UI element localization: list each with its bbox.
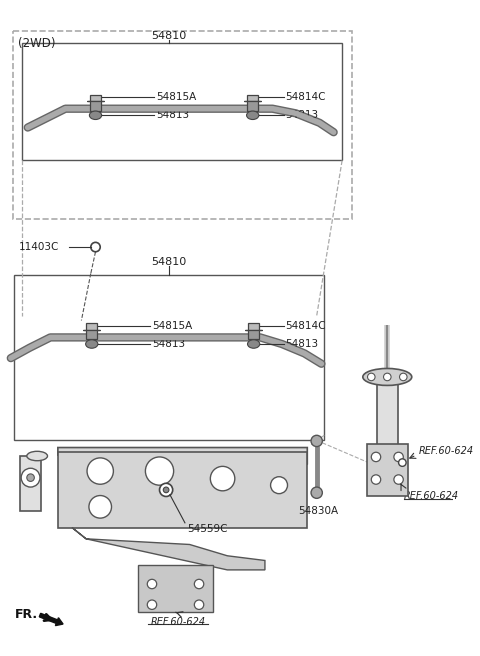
Polygon shape	[247, 101, 258, 111]
Ellipse shape	[27, 451, 48, 461]
Circle shape	[311, 487, 323, 499]
Text: 54814C: 54814C	[286, 92, 326, 102]
Text: 54815A: 54815A	[156, 92, 196, 102]
Text: FR.: FR.	[14, 607, 38, 621]
Bar	[20, 456, 41, 510]
Text: 54813: 54813	[286, 339, 319, 349]
FancyArrow shape	[39, 613, 63, 626]
Text: 54813: 54813	[286, 110, 319, 120]
Circle shape	[89, 495, 111, 518]
Text: 54810: 54810	[151, 257, 187, 267]
Bar	[377, 384, 397, 449]
Polygon shape	[244, 94, 261, 101]
Text: REF.60-624: REF.60-624	[151, 617, 206, 627]
Ellipse shape	[248, 340, 260, 348]
Bar	[12, 31, 351, 219]
Ellipse shape	[89, 111, 102, 119]
Circle shape	[87, 458, 113, 484]
Circle shape	[384, 373, 391, 380]
Circle shape	[27, 474, 35, 482]
Circle shape	[194, 579, 204, 588]
Text: 54814C: 54814C	[286, 321, 326, 331]
Text: REF.60-624: REF.60-624	[404, 491, 459, 501]
Text: 54559C: 54559C	[187, 523, 228, 534]
Circle shape	[21, 468, 40, 487]
Ellipse shape	[363, 369, 412, 386]
Circle shape	[159, 483, 173, 497]
Bar	[58, 452, 307, 527]
Circle shape	[194, 600, 204, 609]
Circle shape	[91, 242, 100, 252]
Text: 54810: 54810	[151, 31, 187, 41]
Circle shape	[210, 466, 235, 491]
Text: 11403C: 11403C	[18, 242, 59, 252]
Polygon shape	[83, 323, 100, 330]
Polygon shape	[58, 447, 307, 464]
Polygon shape	[87, 94, 104, 101]
Circle shape	[372, 475, 381, 484]
Circle shape	[145, 457, 174, 485]
Ellipse shape	[247, 111, 259, 119]
Polygon shape	[90, 101, 101, 111]
Circle shape	[399, 373, 407, 380]
Text: 54830A: 54830A	[299, 506, 339, 516]
Polygon shape	[245, 323, 262, 330]
Circle shape	[311, 436, 323, 447]
Bar	[367, 443, 408, 495]
Text: 54815A: 54815A	[152, 321, 192, 331]
Circle shape	[394, 452, 403, 462]
Circle shape	[368, 373, 375, 380]
Text: (2WD): (2WD)	[18, 37, 56, 51]
Text: 54813: 54813	[152, 339, 185, 349]
Polygon shape	[86, 330, 97, 339]
Polygon shape	[72, 527, 265, 570]
Circle shape	[147, 579, 156, 588]
Bar	[22, 43, 342, 161]
Circle shape	[372, 452, 381, 462]
Text: 54813: 54813	[156, 110, 189, 120]
Circle shape	[398, 459, 406, 466]
Circle shape	[163, 487, 169, 493]
Circle shape	[394, 475, 403, 484]
Ellipse shape	[85, 340, 98, 348]
Polygon shape	[248, 330, 259, 339]
Circle shape	[271, 477, 288, 494]
Circle shape	[147, 600, 156, 609]
Text: REF.60-624: REF.60-624	[419, 446, 473, 457]
Bar	[13, 276, 324, 440]
Bar	[138, 565, 213, 612]
